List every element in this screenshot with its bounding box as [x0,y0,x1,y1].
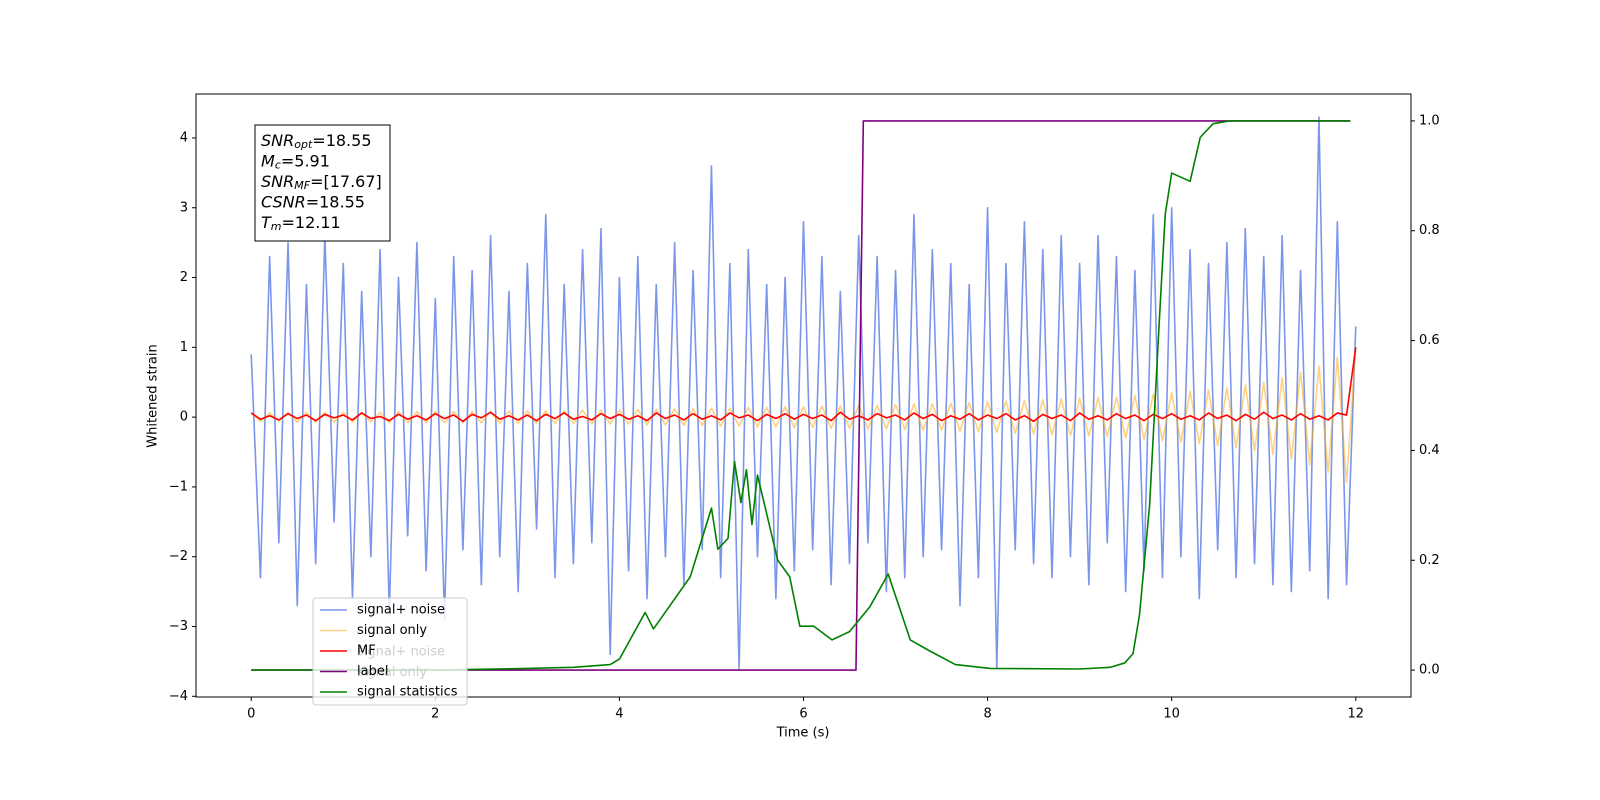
x-tick-label: 2 [431,707,439,722]
text-box-line: Tm=12.11 [261,213,341,234]
text-box-value: =18.55 [306,192,365,211]
y-axis-label: Whitened strain [146,344,161,447]
y-tick-label: 4 [180,130,188,145]
text-box-line: Mc=5.91 [261,151,330,172]
y-tick-label: 2 [180,270,188,285]
legend-label: signal only [357,623,427,638]
legend-frame [312,597,468,706]
text-box-value: =12.11 [282,213,341,232]
y2-tick-label: 1.0 [1419,113,1440,128]
text-box-line: SNRopt=18.55 [261,131,372,152]
text-box-frame [254,124,391,242]
series-line [250,116,1357,670]
series-line [251,120,1351,671]
text-box-subscript: c [275,159,281,172]
x-axis-label: Time (s) [776,726,830,741]
text-box-value: =18.55 [312,131,371,150]
x-tick-label: 4 [615,707,623,722]
x-tick-label: 0 [247,707,255,722]
y-tick-label: 3 [180,200,188,215]
x-tick-label: 12 [1347,707,1364,722]
text-box-symbol: CSNR [261,192,306,211]
text-box-subscript: opt [294,138,313,151]
text-box-symbol: SNR [261,172,294,191]
x-tick-label: 6 [799,707,807,722]
legend: signal+ noise signal only MF label signal st… [312,597,468,706]
text-box-value: =5.91 [281,151,330,170]
y-tick-label: 1 [180,340,188,355]
series-line [251,120,1351,671]
legend-label: label [357,664,388,679]
text-box-value: =[17.67] [310,172,382,191]
y2-tick-label: 0.6 [1419,333,1440,348]
y-tick-label: −1 [169,479,188,494]
y-tick-label: −3 [169,619,188,634]
text-box-line: SNRMF=[17.67] [261,172,382,193]
y2-tick-label: 0.4 [1419,443,1440,458]
y2-tick-label: 0.0 [1419,663,1440,678]
y-tick-label: −4 [169,689,188,704]
text-box-symbol: T [261,213,272,232]
series-line [250,347,1357,423]
legend-label: signal+ noise [357,603,445,618]
legend-label: MF [357,644,376,659]
y2-tick-label: 0.8 [1419,223,1440,238]
series-line [250,347,1357,484]
x-tick-label: 8 [983,707,991,722]
text-box-symbol: SNR [261,131,294,150]
x-tick-label: 10 [1163,707,1180,722]
legend-label: signal statistics [357,685,458,700]
text-box-subscript: MF [294,179,310,192]
y-tick-label: −2 [169,549,188,564]
y2-tick-label: 0.2 [1419,553,1440,568]
y-tick-label: 0 [180,410,188,425]
text-box-subscript: m [271,220,282,233]
text-box-symbol: M [261,151,275,170]
text-box-line: CSNR=18.55 [261,192,365,211]
text-box: SNRopt=18.55Mc=5.91SNRMF=[17.67]CSNR=18.… [254,124,391,242]
plot-area [250,116,1357,671]
